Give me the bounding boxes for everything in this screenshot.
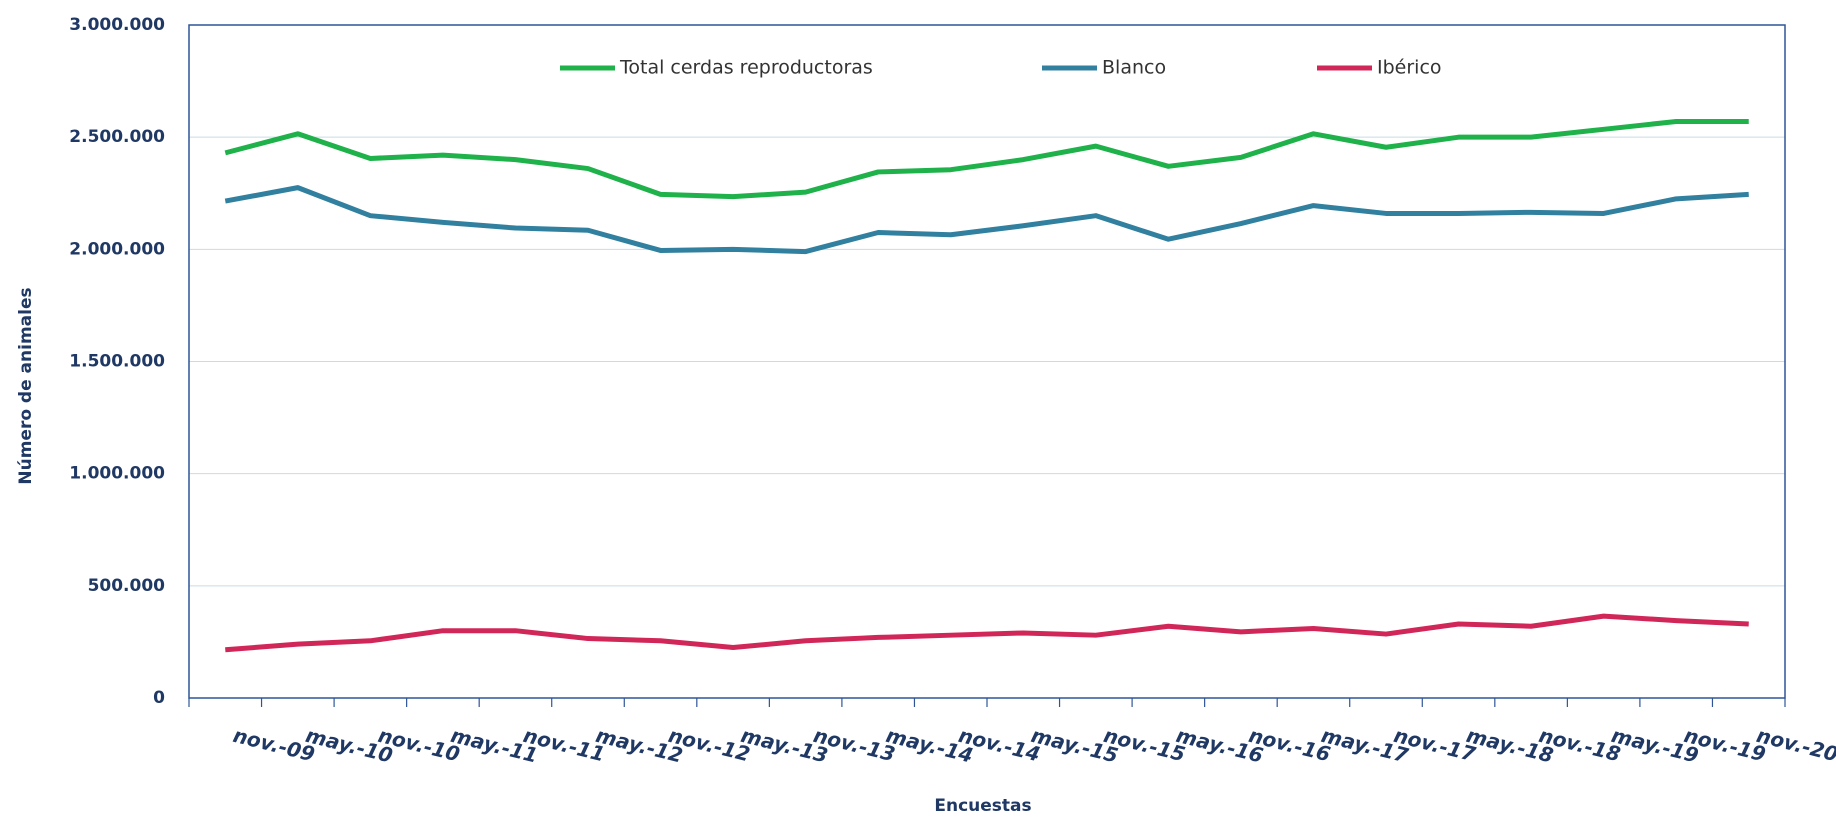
legend-label: Total cerdas reproductoras [619, 57, 873, 79]
legend-label: Ibérico [1377, 57, 1442, 79]
y-tick-label: 500.000 [88, 576, 166, 596]
x-tick-label: nov.-20 [1754, 723, 1836, 766]
y-tick-label: 1.000.000 [69, 464, 165, 484]
y-tick-label: 1.500.000 [69, 352, 165, 372]
line-series [225, 613, 1749, 653]
y-tick-label: 3.000.000 [69, 15, 165, 35]
y-tick-label: 2.000.000 [69, 239, 165, 259]
y-tick-label: 2.500.000 [69, 127, 165, 147]
line-series [224, 185, 1749, 255]
line-series [224, 118, 1749, 200]
x-axis-title: Encuestas [934, 796, 1031, 816]
legend-label: Blanco [1102, 57, 1166, 79]
y-axis-title: Número de animales [16, 287, 36, 484]
y-tick-label: 0 [153, 688, 165, 708]
